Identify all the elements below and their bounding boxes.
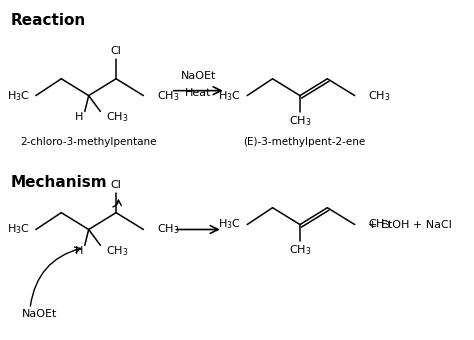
Text: 2-chloro-3-methylpentane: 2-chloro-3-methylpentane [20, 137, 157, 147]
Text: H$_3$C: H$_3$C [219, 218, 241, 232]
Text: H: H [75, 246, 83, 256]
Text: Cl: Cl [110, 180, 121, 190]
Text: (E)-3-methylpent-2-ene: (E)-3-methylpent-2-ene [243, 137, 365, 147]
Text: Cl: Cl [110, 46, 121, 56]
Text: CH$_3$: CH$_3$ [289, 243, 311, 257]
Text: CH$_3$: CH$_3$ [106, 244, 129, 258]
Text: Heat: Heat [185, 88, 211, 98]
Text: Mechanism: Mechanism [10, 175, 107, 190]
Text: CH$_3$: CH$_3$ [106, 110, 129, 124]
Text: H$_3$C: H$_3$C [219, 89, 241, 103]
Text: NaOEt: NaOEt [22, 309, 57, 319]
Text: CH$_3$: CH$_3$ [157, 89, 180, 103]
Text: NaOEt: NaOEt [181, 71, 216, 81]
Text: CH$_3$: CH$_3$ [157, 223, 180, 236]
Text: CH$_3$: CH$_3$ [289, 115, 311, 128]
Text: H$_3$C: H$_3$C [7, 223, 30, 236]
Text: H$_3$C: H$_3$C [7, 89, 30, 103]
Text: CH$_3$: CH$_3$ [368, 89, 391, 103]
Text: H: H [75, 113, 83, 122]
Text: Reaction: Reaction [10, 13, 86, 28]
Text: CH$_3$: CH$_3$ [368, 218, 391, 232]
Text: + EtOH + NaCl: + EtOH + NaCl [368, 220, 452, 230]
